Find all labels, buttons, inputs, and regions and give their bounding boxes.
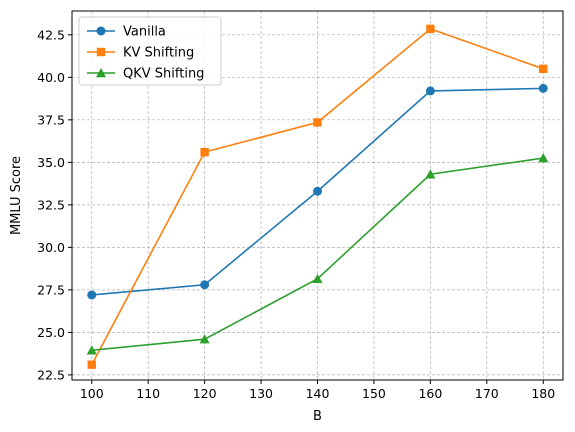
x-tick-label: 170 bbox=[475, 386, 499, 401]
y-tick-label: 27.5 bbox=[37, 282, 65, 297]
axes: 100 110 120 130 140 150 160 170 180 22.5 25.0 27.5 3… bbox=[37, 27, 555, 401]
legend-marker bbox=[96, 26, 106, 36]
legend-label: QKV Shifting bbox=[123, 67, 204, 82]
x-axis-label: B bbox=[313, 409, 322, 424]
data-point bbox=[200, 147, 209, 157]
series-kv-shifting bbox=[87, 24, 548, 369]
legend-item: KV Shifting bbox=[87, 46, 194, 61]
y-tick-label: 35.0 bbox=[37, 155, 65, 170]
data-point bbox=[313, 118, 322, 127]
legend-label: Vanilla bbox=[123, 25, 166, 40]
data-point bbox=[199, 334, 210, 344]
x-tick-label: 160 bbox=[418, 386, 442, 401]
data-point bbox=[425, 86, 435, 96]
y-tick-label: 42.5 bbox=[37, 27, 65, 42]
series-layer bbox=[86, 24, 549, 369]
series-qkv-shifting bbox=[86, 153, 549, 355]
data-point bbox=[200, 280, 210, 290]
x-tick-label: 150 bbox=[362, 386, 386, 401]
data-point bbox=[87, 360, 96, 369]
y-tick-label: 22.5 bbox=[37, 367, 65, 382]
data-point bbox=[312, 273, 323, 284]
y-tick-label: 30.0 bbox=[37, 240, 65, 255]
x-tick-label: 140 bbox=[306, 386, 330, 401]
data-point bbox=[86, 345, 97, 355]
legend-label: KV Shifting bbox=[123, 46, 194, 61]
y-tick-label: 32.5 bbox=[37, 197, 65, 212]
legend-item: Vanilla bbox=[87, 25, 166, 40]
y-tick-label: 40.0 bbox=[37, 70, 65, 85]
data-point bbox=[87, 290, 97, 300]
legend-marker bbox=[96, 68, 106, 78]
y-tick-label: 25.0 bbox=[37, 325, 65, 340]
x-tick-label: 110 bbox=[136, 386, 160, 401]
data-point bbox=[538, 153, 549, 163]
data-point bbox=[313, 186, 322, 196]
data-point bbox=[538, 83, 548, 93]
x-tick-label: 180 bbox=[531, 386, 555, 401]
series-vanilla bbox=[87, 83, 548, 300]
legend-item: QKV Shifting bbox=[87, 67, 204, 82]
legend: Vanilla KV Shifting QKV Shifting bbox=[78, 16, 222, 86]
legend-box bbox=[78, 16, 222, 86]
data-point bbox=[425, 169, 436, 179]
y-axis-label: MMLU Score bbox=[9, 156, 24, 235]
x-tick-label: 100 bbox=[80, 386, 104, 401]
legend-marker bbox=[96, 47, 106, 57]
data-point bbox=[539, 64, 548, 74]
data-point bbox=[426, 24, 435, 34]
y-tick-label: 37.5 bbox=[37, 112, 65, 127]
x-tick-label: 130 bbox=[249, 386, 273, 401]
x-tick-label: 120 bbox=[193, 386, 217, 401]
